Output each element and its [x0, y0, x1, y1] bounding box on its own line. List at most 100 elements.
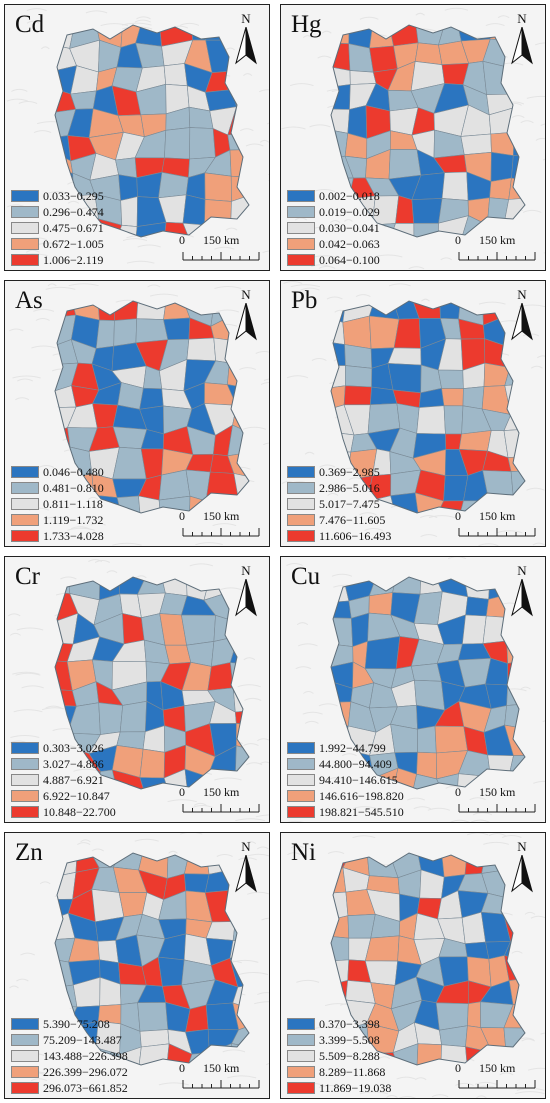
county-polygon: [368, 592, 393, 616]
choropleth-map: [9, 833, 269, 1086]
north-arrow-icon: [511, 855, 533, 893]
county-polygon: [487, 754, 514, 778]
scale-bar: 0 150 km: [451, 1061, 543, 1097]
element-label: Pb: [291, 287, 318, 314]
scale-zero-label: 0: [455, 1061, 461, 1075]
province-boundary: [54, 852, 250, 1066]
county-polygon: [416, 1043, 442, 1065]
legend-label: 296.073−661.852: [43, 1081, 128, 1095]
north-arrow: N: [231, 839, 261, 895]
county-polygon: [122, 613, 145, 645]
legend-swatch: [287, 498, 315, 510]
map-panel-ni: Ni N 0.370−3.398 3.399−5.508 5.509−8.288 8.28…: [280, 832, 546, 1099]
legend-label: 7.476−11.605: [319, 513, 386, 527]
county-polygon: [234, 709, 249, 726]
county-polygon: [441, 387, 464, 407]
county-polygon: [205, 471, 240, 503]
legend-swatch: [287, 1066, 315, 1078]
county-polygon: [349, 70, 377, 85]
county-polygon: [91, 888, 125, 923]
north-arrow: N: [507, 11, 537, 67]
county-polygon: [55, 577, 71, 594]
scale-zero-label: 0: [179, 233, 185, 247]
county-polygon: [163, 317, 191, 341]
legend-swatch: [287, 790, 315, 802]
county-polygon: [55, 301, 77, 319]
legend-swatch: [287, 774, 315, 786]
legend-swatch: [287, 1018, 315, 1030]
choropleth-map: [286, 557, 545, 822]
element-label: Ni: [291, 839, 316, 866]
county-polygon: [510, 67, 525, 95]
county-polygon: [97, 939, 119, 964]
legend-swatch: [287, 222, 315, 234]
county-polygon: [445, 433, 462, 450]
element-label: Hg: [291, 11, 322, 38]
county-polygon: [343, 385, 372, 406]
county-polygon: [331, 577, 350, 604]
north-arrow-icon: [511, 579, 533, 617]
legend-label: 0.475−0.671: [43, 221, 104, 235]
choropleth-map: [6, 8, 269, 264]
county-polygon: [388, 149, 422, 180]
scale-max-label: 150 km: [203, 233, 240, 247]
legend-swatch: [11, 238, 39, 250]
county-polygon: [55, 427, 71, 460]
county-polygon: [331, 935, 350, 962]
county-polygon: [229, 148, 249, 179]
county-polygon: [482, 470, 514, 502]
county-polygon: [508, 977, 525, 1006]
county-polygon: [434, 725, 468, 754]
scale-bar: 0 150 km: [175, 233, 267, 269]
county-polygon: [462, 614, 487, 645]
legend-swatch: [287, 514, 315, 526]
legend-swatch: [287, 530, 315, 542]
county-polygon: [231, 1023, 249, 1049]
county-polygon: [204, 199, 232, 226]
legend-label: 8.289−11.868: [319, 1065, 386, 1079]
legend-label: 198.821−545.510: [319, 805, 404, 819]
legend-label: 0.064−0.100: [319, 253, 380, 267]
county-polygon: [138, 495, 161, 513]
scale-bar-ticks: [182, 252, 260, 261]
county-polygon: [387, 347, 422, 366]
north-label: N: [241, 287, 251, 302]
county-polygon: [184, 853, 210, 875]
county-polygon: [233, 473, 249, 503]
north-arrow: N: [231, 11, 261, 67]
legend-swatch: [287, 190, 315, 202]
county-polygon: [207, 662, 234, 691]
north-arrow: N: [231, 287, 261, 343]
map-panel-pb: Pb N 0.369−2.985 2.986−5.016 5.017−7.475 7.47…: [280, 280, 546, 547]
county-polygon: [416, 405, 446, 435]
county-polygon: [347, 105, 368, 139]
legend-swatch: [287, 482, 315, 494]
legend-label: 0.481−0.810: [43, 481, 104, 495]
county-polygon: [503, 897, 525, 919]
legend-swatch: [287, 1034, 315, 1046]
legend-label: 0.030−0.041: [319, 221, 380, 235]
scale-max-label: 150 km: [203, 509, 240, 523]
county-polygon: [164, 644, 192, 665]
scale-zero-label: 0: [455, 785, 461, 799]
scale-zero-label: 0: [455, 233, 461, 247]
county-polygon: [441, 171, 469, 201]
county-polygon: [138, 1043, 170, 1065]
scale-bar-ticks: [182, 528, 260, 537]
legend-label: 226.399−296.072: [43, 1065, 128, 1079]
legend-label: 2.986−5.016: [319, 481, 380, 495]
county-polygon: [480, 911, 511, 943]
legend-label: 1.006−2.119: [43, 253, 104, 267]
legend-label: 6.922−10.847: [43, 789, 110, 803]
legend-swatch: [11, 466, 39, 478]
north-arrow: N: [507, 287, 537, 343]
county-polygon: [135, 318, 169, 344]
scale-zero-label: 0: [179, 785, 185, 799]
county-polygon: [157, 956, 185, 987]
legend-swatch: [11, 758, 39, 770]
legend-label: 3.027−4.886: [43, 757, 104, 771]
legend-swatch: [287, 206, 315, 218]
legend-label: 5.390−75.208: [43, 1017, 110, 1031]
legend-label: 0.672−1.005: [43, 237, 104, 251]
north-label: N: [241, 563, 251, 578]
